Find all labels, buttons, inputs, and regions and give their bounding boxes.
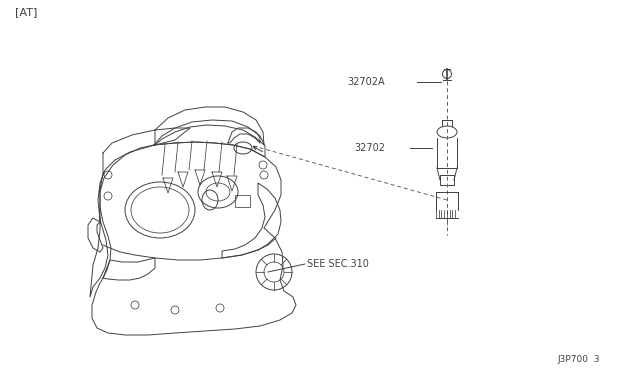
Text: [AT]: [AT]: [15, 7, 37, 17]
Bar: [440, 175, 454, 185]
Text: 32702A: 32702A: [348, 77, 385, 87]
Text: J3P700  3: J3P700 3: [557, 356, 600, 365]
Text: SEE SEC.310: SEE SEC.310: [307, 259, 369, 269]
Text: 32702: 32702: [354, 143, 385, 153]
Bar: [235, 195, 250, 207]
